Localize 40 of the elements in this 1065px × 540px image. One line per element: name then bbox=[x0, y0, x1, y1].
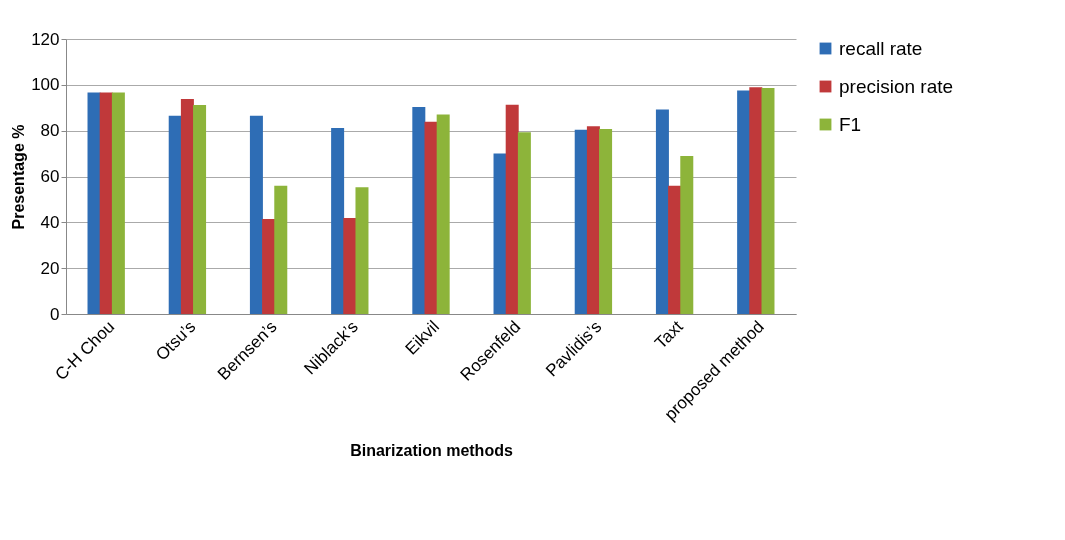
bar bbox=[586, 126, 600, 314]
bar bbox=[343, 217, 357, 314]
bar bbox=[193, 105, 207, 314]
y-axis-title: Presentage % bbox=[10, 124, 28, 230]
bar bbox=[761, 88, 775, 314]
bar bbox=[99, 92, 113, 314]
bar bbox=[87, 92, 101, 314]
y-tick-label: 40 bbox=[40, 212, 60, 232]
y-tick-label: 60 bbox=[40, 167, 60, 186]
bar bbox=[493, 153, 507, 314]
y-tick-label: 80 bbox=[40, 121, 60, 141]
bar bbox=[180, 99, 194, 314]
bar bbox=[424, 121, 438, 314]
bar bbox=[505, 104, 519, 314]
legend-label: precision rate bbox=[839, 75, 954, 97]
bar bbox=[574, 129, 588, 314]
bar bbox=[249, 115, 263, 314]
bar bbox=[331, 127, 345, 314]
y-tick-label: 120 bbox=[31, 29, 60, 49]
bar bbox=[668, 185, 682, 314]
bar bbox=[355, 187, 369, 314]
y-tick-label: 0 bbox=[50, 304, 60, 324]
bar bbox=[517, 132, 531, 314]
legend-label: F1 bbox=[839, 113, 862, 135]
bar bbox=[412, 107, 426, 314]
bar bbox=[262, 218, 276, 314]
bar bbox=[655, 109, 669, 314]
bar bbox=[680, 156, 694, 314]
bar bbox=[111, 92, 125, 314]
y-tick-label: 100 bbox=[31, 75, 60, 95]
legend-label: recall rate bbox=[839, 37, 923, 59]
x-tick-label: Taxt bbox=[651, 316, 687, 353]
bar bbox=[168, 115, 182, 314]
bar bbox=[436, 114, 450, 314]
bar bbox=[599, 129, 613, 314]
bar bbox=[749, 87, 763, 314]
x-axis-title: Binarization methods bbox=[350, 442, 513, 460]
bar bbox=[737, 90, 751, 314]
y-tick-label: 20 bbox=[40, 258, 60, 278]
bar bbox=[274, 185, 288, 314]
